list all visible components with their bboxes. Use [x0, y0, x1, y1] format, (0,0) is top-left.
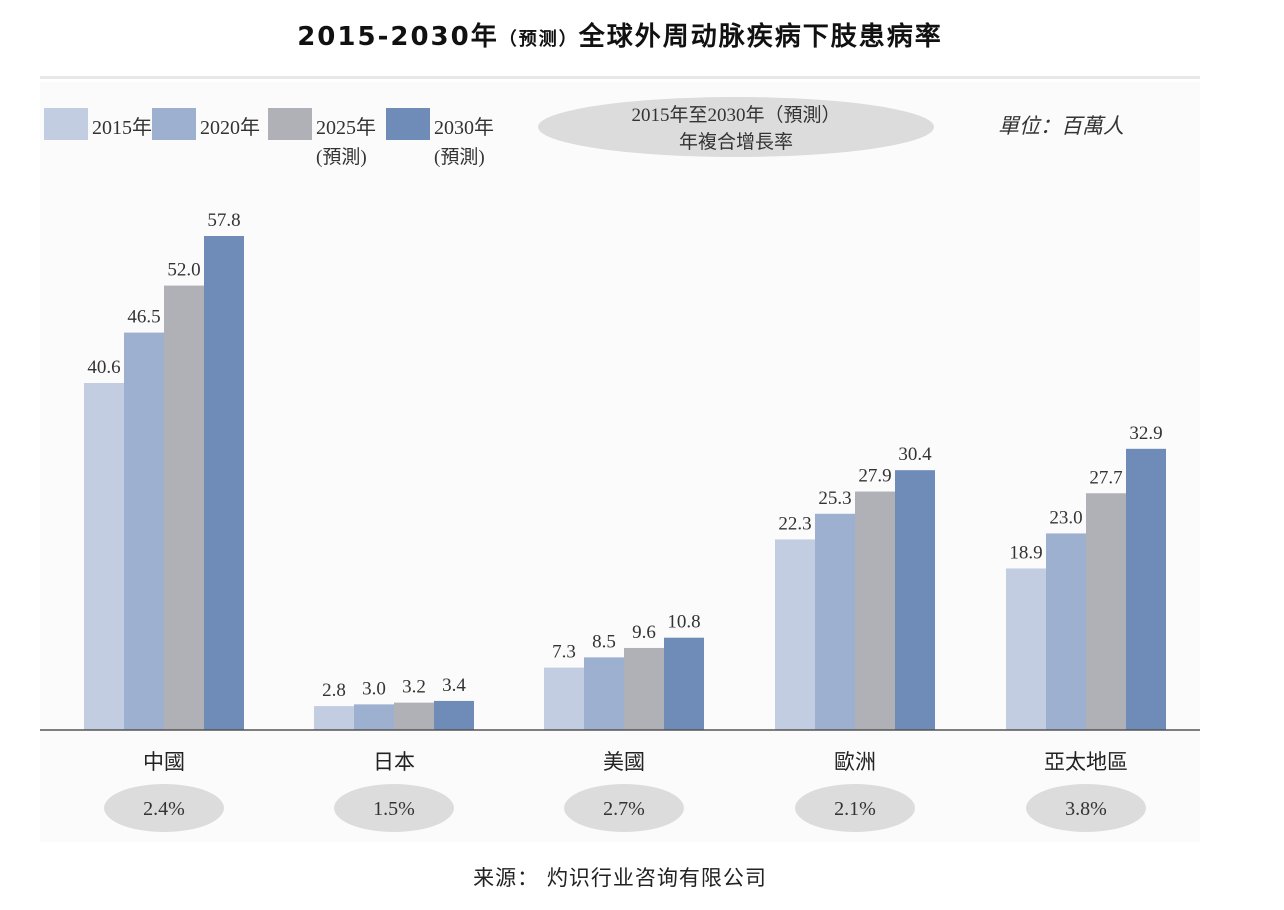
- cagr-value: 2.1%: [834, 798, 876, 820]
- bar-value-label: 2.8: [322, 680, 346, 701]
- bar-value-label: 25.3: [818, 488, 851, 509]
- category-label: 亞太地區: [1044, 750, 1128, 774]
- unit-label: 單位：百萬人: [998, 114, 1124, 138]
- cagr-ellipse: [1026, 784, 1146, 832]
- legend-swatch: [386, 108, 430, 140]
- bar: [394, 702, 434, 730]
- bar: [624, 647, 664, 730]
- bar-value-label: 46.5: [127, 307, 160, 328]
- chart-title: 2015-2030年（预测）全球外周动脉疾病下肢患病率: [0, 16, 1240, 53]
- bar-value-label: 57.8: [207, 210, 240, 231]
- bar-value-label: 30.4: [898, 444, 932, 465]
- bar-value-label: 40.6: [87, 357, 120, 378]
- category-label: 歐洲: [834, 750, 876, 774]
- bar: [1126, 448, 1166, 730]
- cagr-ellipse: [104, 784, 224, 832]
- bar: [584, 657, 624, 730]
- bar-value-label: 22.3: [778, 513, 811, 534]
- cagr-value: 2.4%: [143, 798, 185, 820]
- bar: [124, 332, 164, 730]
- bar: [164, 285, 204, 730]
- bar: [1046, 533, 1086, 730]
- cagr-ellipse: [564, 784, 684, 832]
- bar: [434, 700, 474, 730]
- bar: [775, 539, 815, 730]
- category-label: 美國: [603, 750, 645, 774]
- category-label: 日本: [373, 750, 415, 774]
- cagr-header-line1: 2015年至2030年（預測）: [631, 104, 840, 126]
- bar: [895, 470, 935, 730]
- category-label: 中國: [143, 750, 185, 774]
- bar-value-label: 32.9: [1129, 423, 1162, 444]
- bar-value-label: 10.8: [667, 612, 700, 633]
- bar-value-label: 18.9: [1009, 542, 1042, 563]
- bar: [204, 236, 244, 730]
- bar-value-label: 3.0: [362, 678, 386, 699]
- title-subject: 全球外周动脉疾病下肢患病率: [578, 22, 943, 52]
- bar-value-label: 27.9: [858, 466, 891, 487]
- bar: [84, 383, 124, 730]
- cagr-value: 3.8%: [1065, 798, 1107, 820]
- legend-label: 2020年: [200, 116, 260, 139]
- bar: [855, 491, 895, 730]
- title-divider: [40, 76, 1200, 79]
- bar-value-label: 23.0: [1049, 507, 1082, 528]
- bar-value-label: 9.6: [632, 622, 656, 643]
- cagr-ellipse: [334, 784, 454, 832]
- bar-value-label: 3.2: [402, 677, 426, 698]
- title-years: 2015-2030年: [297, 22, 499, 52]
- source-note: 来源： 灼识行业咨询有限公司: [473, 866, 767, 890]
- cagr-ellipse: [795, 784, 915, 832]
- cagr-header-line2: 年複合增長率: [679, 131, 793, 153]
- bar: [314, 706, 354, 730]
- legend-swatch: [44, 108, 88, 140]
- legend-swatch: [152, 108, 196, 140]
- bar: [664, 637, 704, 730]
- legend-swatch: [268, 108, 312, 140]
- bar-value-label: 7.3: [552, 642, 576, 663]
- title-forecast-note: （预测）: [498, 29, 579, 50]
- bar-value-label: 27.7: [1089, 467, 1122, 488]
- legend-label-note: (預測): [434, 146, 485, 168]
- bar-value-label: 52.0: [167, 260, 200, 281]
- cagr-value: 1.5%: [373, 798, 415, 820]
- bar-value-label: 3.4: [442, 675, 466, 696]
- cagr-header-ellipse: [538, 97, 934, 157]
- bar: [1086, 493, 1126, 730]
- bar: [544, 667, 584, 730]
- bar: [815, 513, 855, 730]
- cagr-value: 2.7%: [603, 798, 645, 820]
- legend-label: 2025年: [316, 116, 376, 139]
- legend-label: 2015年: [92, 116, 152, 139]
- bar-value-label: 8.5: [592, 631, 616, 652]
- bar: [1006, 568, 1046, 730]
- legend-label-note: (預測): [316, 146, 367, 168]
- bar: [354, 704, 394, 730]
- legend-label: 2030年: [434, 116, 494, 139]
